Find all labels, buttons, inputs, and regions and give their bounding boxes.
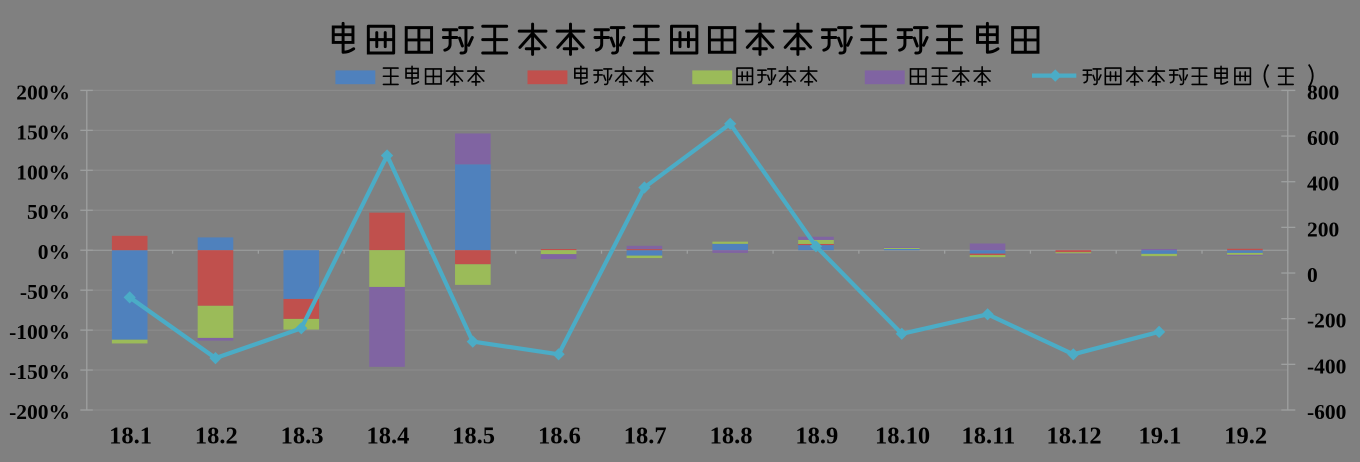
svg-text:18.11: 18.11 [962,423,1016,450]
svg-text:0: 0 [1307,263,1318,287]
svg-text:18.12: 18.12 [1047,423,1102,450]
svg-text:18.1: 18.1 [109,423,152,450]
svg-text:100%: 100% [16,160,70,184]
svg-text:18.2: 18.2 [195,423,238,450]
svg-text:-150%: -150% [9,360,70,384]
svg-text:400: 400 [1307,172,1339,196]
svg-text:-50%: -50% [20,280,70,304]
svg-text:600: 600 [1307,126,1339,150]
svg-text:150%: 150% [16,120,70,144]
svg-text:-100%: -100% [9,320,70,344]
svg-text:18.7: 18.7 [624,423,667,450]
svg-text:200%: 200% [16,80,70,104]
svg-text:18.5: 18.5 [452,423,495,450]
svg-text:-600: -600 [1307,400,1346,424]
svg-text:19.1: 19.1 [1138,423,1181,450]
svg-text:-400: -400 [1307,354,1346,378]
svg-text:-200%: -200% [9,400,70,424]
svg-text:18.9: 18.9 [795,423,838,450]
svg-text:800: 800 [1307,80,1339,104]
svg-text:-200: -200 [1307,309,1346,333]
svg-text:18.6: 18.6 [538,423,581,450]
svg-text:18.8: 18.8 [710,423,753,450]
svg-text:200: 200 [1307,217,1339,241]
svg-text:19.2: 19.2 [1224,423,1267,450]
svg-text:18.3: 18.3 [281,423,324,450]
svg-text:50%: 50% [27,200,70,224]
svg-text:0%: 0% [38,240,70,264]
svg-text:18.10: 18.10 [875,423,930,450]
svg-text:18.4: 18.4 [366,423,409,450]
